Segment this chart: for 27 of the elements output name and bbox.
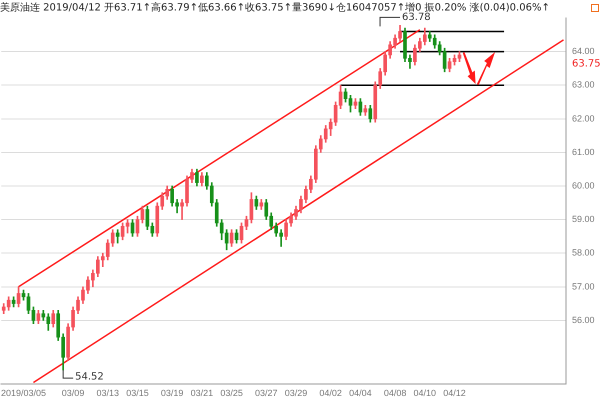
y-tick-label: 58.00: [572, 248, 595, 258]
x-tick-label: 03/29: [284, 388, 308, 398]
y-tick-label: 62.00: [572, 113, 595, 124]
x-tick-label: 03/19: [160, 388, 184, 398]
x-tick-label: 03/27: [255, 388, 278, 398]
x-tick-label: 04/12: [443, 388, 466, 398]
x-tick-label: 04/02: [319, 388, 342, 398]
x-tick-label: 04/04: [349, 388, 372, 398]
x-tick-label: 03/13: [96, 388, 120, 398]
y-tick-label: 59.00: [572, 214, 595, 224]
y-tick-label: 63.00: [572, 80, 595, 90]
annotation: 54.52: [75, 372, 104, 383]
x-tick-label: 03/09: [62, 388, 84, 398]
x-tick-label: 2019/03/05: [1, 388, 46, 398]
x-tick-label: 03/25: [220, 388, 243, 398]
x-tick-label: 04/08: [384, 388, 406, 398]
chart-title: 美原油连 2019/04/12 开63.71↑高63.79↑低63.66↑收63.75↑量3690↓仓16047057↑增0 振0.20% 涨(0.04)0.06%↑: [0, 2, 550, 14]
x-tick-label: 03/21: [190, 388, 214, 398]
annotation: 63.78: [402, 12, 431, 23]
y-tick-label: 64.00: [572, 46, 595, 56]
y-tick-label: 61.00: [572, 146, 595, 157]
y-tick-label: 60.00: [572, 180, 595, 190]
text: 63.75: [572, 58, 600, 70]
y-tick-label: 57.00: [572, 281, 595, 292]
y-tick-label: 56.00: [572, 314, 595, 325]
x-tick-label: 04/10: [414, 388, 436, 398]
x-tick-label: 03/15: [126, 388, 149, 398]
